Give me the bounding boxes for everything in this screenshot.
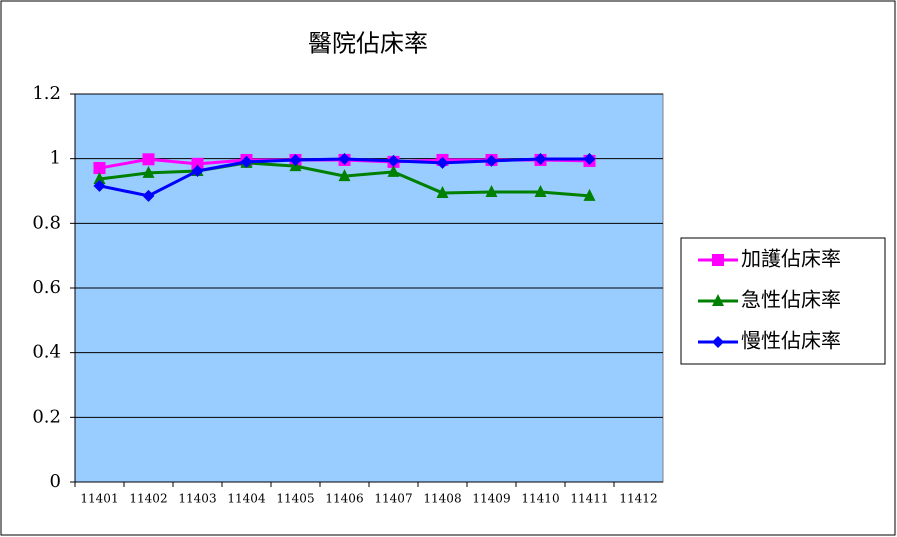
x-tick-label: 11411 xyxy=(570,492,608,506)
marker xyxy=(289,153,302,166)
legend-label: 慢性佔床率 xyxy=(741,329,841,353)
y-tick-label: 1.2 xyxy=(32,83,61,104)
y-tick-label: 0.2 xyxy=(32,406,61,427)
marker xyxy=(534,152,547,165)
legend-marker xyxy=(712,254,724,266)
x-tick-label: 11406 xyxy=(325,492,363,506)
marker xyxy=(485,184,498,197)
marker xyxy=(583,188,596,201)
chart-title: 醫院佔床率 xyxy=(308,30,428,58)
x-tick-label: 11402 xyxy=(129,492,167,506)
marker xyxy=(338,169,351,182)
y-tick-label: 0.8 xyxy=(32,212,61,233)
marker xyxy=(93,179,106,192)
marker xyxy=(142,189,155,202)
y-tick-label: 0.6 xyxy=(32,277,61,298)
marker xyxy=(191,157,204,170)
legend-label: 加護佔床率 xyxy=(741,247,841,271)
x-tick-label: 11404 xyxy=(227,492,266,506)
y-tick-label: 0 xyxy=(50,471,61,492)
y-tick-label: 1 xyxy=(50,148,61,169)
marker xyxy=(485,154,498,167)
marker xyxy=(142,153,155,166)
legend-marker xyxy=(712,294,724,306)
x-tick-label: 11401 xyxy=(80,492,118,506)
marker xyxy=(93,162,106,175)
marker xyxy=(583,152,596,165)
marker xyxy=(191,164,204,177)
marker xyxy=(387,164,400,177)
x-tick-label: 11405 xyxy=(276,492,314,506)
marker xyxy=(436,185,449,198)
marker xyxy=(142,165,155,178)
x-tick-label: 11412 xyxy=(619,492,657,506)
x-tick-label: 11408 xyxy=(423,492,461,506)
legend-marker xyxy=(712,336,724,348)
marker xyxy=(436,156,449,169)
x-tick-label: 11407 xyxy=(374,492,412,506)
marker xyxy=(93,172,106,185)
marker xyxy=(338,152,351,165)
y-tick-label: 0.4 xyxy=(32,342,61,363)
legend-label: 急性佔床率 xyxy=(741,288,841,312)
marker xyxy=(387,154,400,167)
x-tick-label: 11410 xyxy=(521,492,559,506)
marker xyxy=(240,155,253,168)
marker xyxy=(534,184,547,197)
x-tick-label: 11403 xyxy=(178,492,216,506)
x-tick-label: 11409 xyxy=(472,492,510,506)
